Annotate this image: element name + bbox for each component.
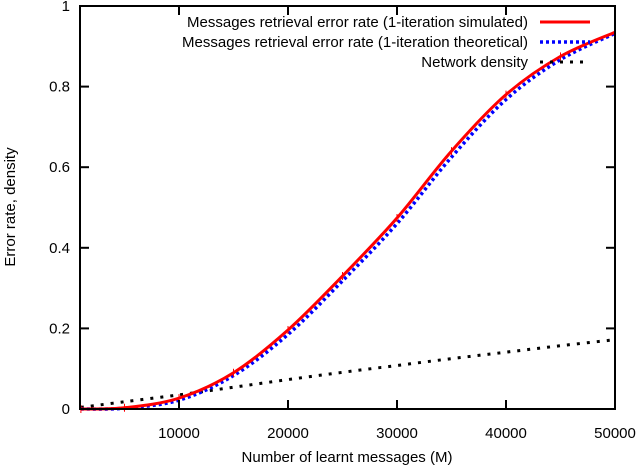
x-tick-label: 50000: [594, 425, 636, 442]
series-line-2: [80, 338, 616, 409]
legend: Messages retrieval error rate (1-iterati…: [182, 14, 590, 71]
series-line-1: [80, 31, 616, 411]
y-tick-label: 0.4: [49, 240, 70, 257]
legend-label-0: Messages retrieval error rate (1-iterati…: [187, 14, 528, 31]
y-tick-label: 0.2: [49, 320, 70, 337]
y-tick-label: 0.6: [49, 159, 70, 176]
y-tick-label: 1: [62, 0, 70, 15]
legend-label-1: Messages retrieval error rate (1-iterati…: [182, 34, 528, 51]
y-tick-label: 0: [62, 401, 70, 418]
legend-label-2: Network density: [421, 54, 528, 71]
series-line-0: [80, 30, 616, 411]
x-tick-label: 30000: [376, 425, 418, 442]
x-tick-label: 20000: [267, 425, 309, 442]
plot-frame: [79, 5, 616, 410]
x-tick-label: 10000: [158, 425, 200, 442]
y-tick-label: 0.8: [49, 79, 70, 96]
plot-area: [80, 28, 616, 413]
axes: 10000 20000 30000 40000 50000 0 0.2 0.4 0.6 0.8 1: [49, 0, 636, 442]
x-axis-label: Number of learnt messages (M): [242, 449, 453, 465]
x-tick-label: 40000: [485, 425, 527, 442]
y-axis-label: Error rate, density: [2, 147, 19, 267]
